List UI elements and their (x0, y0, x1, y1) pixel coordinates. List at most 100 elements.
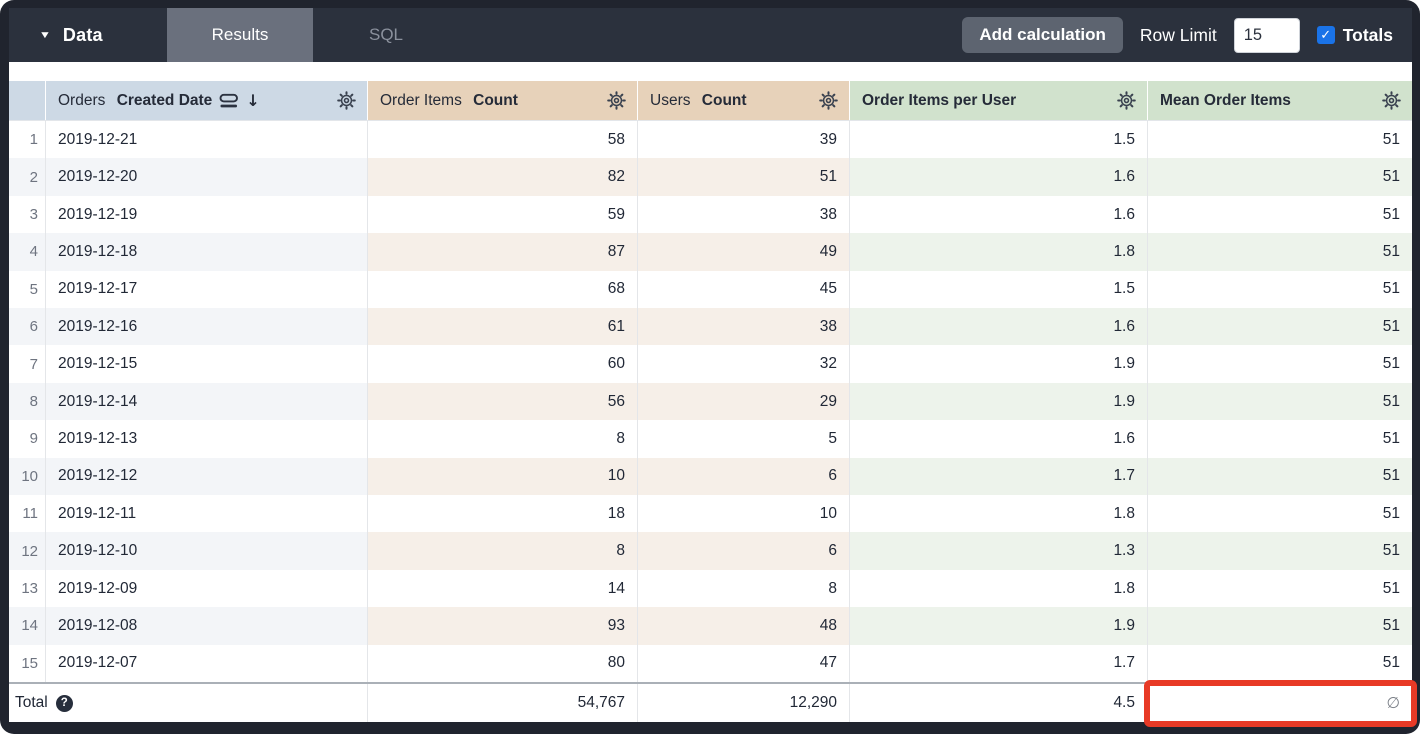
gear-icon[interactable] (336, 90, 357, 111)
row-number: 3 (9, 195, 46, 234)
row-number: 9 (9, 420, 46, 458)
tab-results[interactable]: Results (167, 8, 313, 62)
cell-orders-created-date[interactable]: 2019-12-18 (46, 233, 368, 271)
cell-orders-created-date[interactable]: 2019-12-07 (46, 644, 368, 683)
cell-order-items-per-user[interactable]: 1.5 (850, 121, 1148, 159)
cell-orders-created-date[interactable]: 2019-12-17 (46, 270, 368, 309)
cell-mean-order-items[interactable]: 51 (1382, 205, 1400, 223)
cell-mean-order-items[interactable]: 51 (1148, 382, 1412, 421)
cell-order-items-per-user[interactable]: 1.6 (850, 158, 1148, 196)
gear-icon[interactable] (1381, 90, 1402, 111)
cell-order-items-count[interactable]: 60 (368, 345, 638, 383)
cell-users-count[interactable]: 38 (638, 308, 850, 346)
cell-order-items-per-user[interactable]: 1.6 (850, 308, 1148, 346)
cell-order-items-per-user[interactable]: 1.5 (850, 270, 1148, 309)
cell-mean-order-items[interactable]: 51 (1382, 429, 1400, 447)
cell-order-items-count[interactable]: 87 (368, 233, 638, 271)
cell-order-items-per-user[interactable]: 1.6 (850, 420, 1148, 458)
cell-mean-order-items[interactable]: 51 (1382, 654, 1400, 672)
cell-users-count[interactable]: 47 (638, 644, 850, 683)
cell-order-items-count[interactable]: 61 (368, 308, 638, 346)
cell-mean-order-items[interactable]: 51 (1382, 504, 1400, 522)
tab-sql[interactable]: SQL (313, 8, 459, 62)
column-header-users-count[interactable]: Users Count (638, 81, 850, 120)
cell-users-count[interactable]: 8 (638, 569, 850, 608)
cell-mean-order-items[interactable]: 51 (1148, 308, 1412, 346)
cell-orders-created-date[interactable]: 2019-12-09 (46, 569, 368, 608)
cell-mean-order-items[interactable]: 51 (1148, 532, 1412, 570)
cell-order-items-count[interactable]: 93 (368, 607, 638, 645)
cell-order-items-count[interactable]: 59 (368, 195, 638, 234)
total-order-items-per-user[interactable]: 4.5 (850, 684, 1148, 722)
cell-orders-created-date[interactable]: 2019-12-20 (46, 158, 368, 196)
cell-order-items-count[interactable]: 8 (368, 532, 638, 570)
cell-users-count[interactable]: 6 (638, 532, 850, 570)
cell-users-count[interactable]: 29 (638, 382, 850, 421)
cell-orders-created-date[interactable]: 2019-12-10 (46, 532, 368, 570)
cell-users-count[interactable]: 48 (638, 607, 850, 645)
cell-orders-created-date[interactable]: 2019-12-12 (46, 457, 368, 496)
cell-mean-order-items[interactable]: 51 (1148, 158, 1412, 196)
cell-mean-order-items[interactable]: 51 (1382, 579, 1400, 597)
cell-mean-order-items[interactable]: 51 (1148, 457, 1412, 496)
cell-order-items-count[interactable]: 68 (368, 270, 638, 309)
cell-order-items-per-user[interactable]: 1.9 (850, 607, 1148, 645)
gear-icon[interactable] (1116, 90, 1137, 111)
cell-users-count[interactable]: 10 (638, 495, 850, 533)
cell-orders-created-date[interactable]: 2019-12-16 (46, 308, 368, 346)
mean-order-items-total-cell[interactable]: ∅ (1148, 684, 1412, 722)
cell-order-items-per-user[interactable]: 1.8 (850, 569, 1148, 608)
add-calculation-button[interactable]: Add calculation (962, 17, 1123, 53)
gear-icon[interactable] (818, 90, 839, 111)
cell-users-count[interactable]: 38 (638, 195, 850, 234)
cell-order-items-per-user[interactable]: 1.6 (850, 195, 1148, 234)
cell-mean-order-items[interactable]: 51 (1148, 607, 1412, 645)
cell-order-items-per-user[interactable]: 1.7 (850, 644, 1148, 683)
cell-order-items-per-user[interactable]: 1.8 (850, 495, 1148, 533)
cell-users-count[interactable]: 45 (638, 270, 850, 309)
cell-order-items-per-user[interactable]: 1.3 (850, 532, 1148, 570)
cell-mean-order-items[interactable]: 51 (1148, 233, 1412, 271)
cell-order-items-count[interactable]: 14 (368, 569, 638, 608)
gear-icon[interactable] (606, 90, 627, 111)
cell-orders-created-date[interactable]: 2019-12-15 (46, 345, 368, 383)
cell-orders-created-date[interactable]: 2019-12-21 (46, 121, 368, 159)
data-section-toggle[interactable]: ▼ Data (9, 8, 167, 62)
column-header-orders-created-date[interactable]: Orders Created Date ↓ (46, 81, 368, 120)
cell-orders-created-date[interactable]: 2019-12-08 (46, 607, 368, 645)
cell-users-count[interactable]: 32 (638, 345, 850, 383)
cell-order-items-count[interactable]: 10 (368, 457, 638, 496)
cell-order-items-count[interactable]: 58 (368, 121, 638, 159)
column-label-bold: Created Date (116, 91, 213, 109)
cell-order-items-count[interactable]: 8 (368, 420, 638, 458)
cell-order-items-per-user[interactable]: 1.9 (850, 345, 1148, 383)
cell-order-items-per-user[interactable]: 1.9 (850, 382, 1148, 421)
cell-users-count[interactable]: 6 (638, 457, 850, 496)
cell-order-items-count[interactable]: 80 (368, 644, 638, 683)
cell-users-count[interactable]: 39 (638, 121, 850, 159)
cell-users-count[interactable]: 51 (638, 158, 850, 196)
column-header-order-items-per-user[interactable]: Order Items per User (850, 81, 1148, 120)
cell-users-count[interactable]: 49 (638, 233, 850, 271)
cell-mean-order-items[interactable]: 51 (1382, 280, 1400, 298)
total-order-items-count[interactable]: 54,767 (368, 684, 638, 722)
total-users-count[interactable]: 12,290 (638, 684, 850, 722)
totals-toggle[interactable]: ✓ Totals (1316, 25, 1393, 46)
totals-checkbox-checked-icon[interactable]: ✓ (1316, 26, 1335, 44)
cell-order-items-per-user[interactable]: 1.8 (850, 233, 1148, 271)
cell-mean-order-items[interactable]: 51 (1382, 355, 1400, 373)
help-icon[interactable]: ? (55, 694, 73, 712)
cell-orders-created-date[interactable]: 2019-12-19 (46, 195, 368, 234)
column-header-mean-order-items[interactable]: Mean Order Items (1148, 81, 1412, 120)
cell-mean-order-items[interactable]: 51 (1382, 130, 1400, 148)
column-header-order-items-count[interactable]: Order Items Count (368, 81, 638, 120)
cell-orders-created-date[interactable]: 2019-12-13 (46, 420, 368, 458)
cell-order-items-count[interactable]: 56 (368, 382, 638, 421)
cell-users-count[interactable]: 5 (638, 420, 850, 458)
cell-order-items-count[interactable]: 18 (368, 495, 638, 533)
cell-order-items-per-user[interactable]: 1.7 (850, 457, 1148, 496)
cell-orders-created-date[interactable]: 2019-12-11 (46, 495, 368, 533)
cell-orders-created-date[interactable]: 2019-12-14 (46, 382, 368, 421)
cell-order-items-count[interactable]: 82 (368, 158, 638, 196)
row-limit-input[interactable] (1233, 17, 1300, 53)
